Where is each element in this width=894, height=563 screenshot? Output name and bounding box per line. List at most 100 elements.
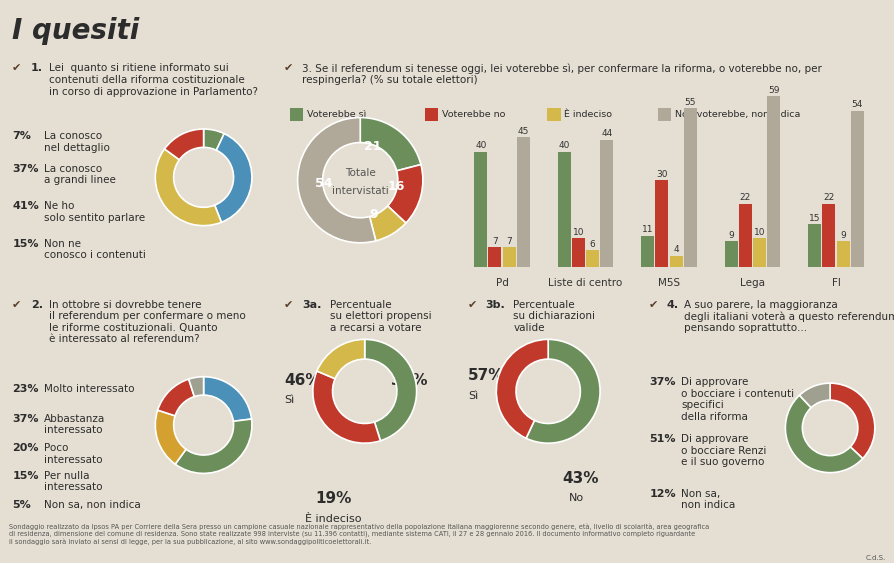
Wedge shape <box>189 377 204 396</box>
Text: 15: 15 <box>808 213 820 222</box>
Text: 37%: 37% <box>391 373 427 387</box>
Text: I quesiti: I quesiti <box>12 17 139 44</box>
Bar <box>600 140 612 267</box>
Wedge shape <box>798 383 830 408</box>
Text: ✔: ✔ <box>13 63 26 73</box>
Text: Totale: Totale <box>344 168 375 178</box>
Text: 40: 40 <box>475 141 486 150</box>
Text: 51%: 51% <box>648 434 675 444</box>
Wedge shape <box>316 339 365 379</box>
Text: 19%: 19% <box>315 491 351 506</box>
Wedge shape <box>359 118 420 171</box>
Text: 54: 54 <box>850 100 862 109</box>
Bar <box>546 108 560 120</box>
Text: 3b.: 3b. <box>485 300 504 310</box>
Bar <box>424 108 437 120</box>
Bar <box>571 239 585 267</box>
Text: 11: 11 <box>641 225 653 234</box>
Wedge shape <box>203 129 224 150</box>
Text: Voterebbe no: Voterebbe no <box>442 110 504 119</box>
Wedge shape <box>313 371 380 443</box>
Text: Percentuale
su dichiarazioni
valide: Percentuale su dichiarazioni valide <box>513 300 595 333</box>
Bar <box>502 247 515 267</box>
Text: 9: 9 <box>369 208 378 221</box>
Bar <box>669 256 682 267</box>
Wedge shape <box>203 377 251 421</box>
Text: Sì: Sì <box>284 395 294 405</box>
Text: ✔: ✔ <box>284 300 298 310</box>
Text: ✔: ✔ <box>648 300 662 310</box>
Bar <box>683 108 696 267</box>
Wedge shape <box>496 339 548 438</box>
Text: ✔: ✔ <box>283 63 297 73</box>
Text: Per nulla
interessato: Per nulla interessato <box>44 471 103 492</box>
Bar <box>752 239 765 267</box>
Text: 20%: 20% <box>13 443 38 453</box>
Text: 7: 7 <box>506 236 511 245</box>
Wedge shape <box>829 383 873 458</box>
Wedge shape <box>164 129 204 160</box>
Bar <box>738 204 751 267</box>
Bar <box>657 108 670 120</box>
Text: 37%: 37% <box>648 377 675 387</box>
Text: 10: 10 <box>753 228 764 237</box>
Text: Non sa,
non indica: Non sa, non indica <box>680 489 735 511</box>
Wedge shape <box>369 206 406 241</box>
Text: È indeciso: È indeciso <box>564 110 611 119</box>
Bar <box>654 181 668 267</box>
Text: 41%: 41% <box>13 201 39 211</box>
Wedge shape <box>387 164 422 223</box>
Wedge shape <box>298 118 375 243</box>
Text: 59: 59 <box>767 86 779 95</box>
Text: Non ne
conosco i contenuti: Non ne conosco i contenuti <box>44 239 146 260</box>
Text: La conosco
nel dettaglio: La conosco nel dettaglio <box>44 131 110 153</box>
Text: M5S: M5S <box>657 278 679 288</box>
Wedge shape <box>364 339 416 441</box>
Text: 22: 22 <box>739 193 750 202</box>
Text: 16: 16 <box>387 180 405 193</box>
Text: 9: 9 <box>839 231 845 240</box>
Text: 3a.: 3a. <box>301 300 321 310</box>
Text: Poco
interessato: Poco interessato <box>44 443 103 465</box>
Text: 4: 4 <box>672 245 679 254</box>
Text: 45: 45 <box>517 127 528 136</box>
Text: In ottobre si dovrebbe tenere
il referendum per confermare o meno
le riforme cos: In ottobre si dovrebbe tenere il referen… <box>49 300 246 345</box>
Text: ✔: ✔ <box>468 300 481 310</box>
Text: La conosco
a grandi linee: La conosco a grandi linee <box>44 164 116 185</box>
Text: 9: 9 <box>728 231 733 240</box>
Bar <box>557 151 570 267</box>
Text: 40: 40 <box>558 141 569 150</box>
Text: 46%: 46% <box>284 373 321 387</box>
Text: ✔: ✔ <box>13 300 26 310</box>
Text: Liste di centro: Liste di centro <box>548 278 622 288</box>
Wedge shape <box>156 149 221 226</box>
Text: 12%: 12% <box>648 489 675 499</box>
Text: 57%: 57% <box>468 368 504 383</box>
Text: Pd: Pd <box>495 278 508 288</box>
Text: Di approvare
o bocciare i contenuti
specifici
della riforma: Di approvare o bocciare i contenuti spec… <box>680 377 794 422</box>
Text: 55: 55 <box>684 97 696 106</box>
Text: 23%: 23% <box>13 384 38 394</box>
Text: 10: 10 <box>572 228 584 237</box>
Text: 22: 22 <box>822 193 833 202</box>
Text: 1.: 1. <box>30 63 43 73</box>
Text: No: No <box>396 395 410 405</box>
Text: FI: FI <box>831 278 839 288</box>
Bar <box>290 108 303 120</box>
Text: 6: 6 <box>589 240 595 249</box>
Bar <box>640 235 654 267</box>
Bar <box>850 111 863 267</box>
Text: 30: 30 <box>655 170 667 179</box>
Wedge shape <box>526 339 599 443</box>
Text: 7: 7 <box>492 236 497 245</box>
Bar <box>836 242 848 267</box>
Text: Lega: Lega <box>739 278 764 288</box>
Text: No: No <box>569 493 584 503</box>
Bar <box>474 151 486 267</box>
Text: 7%: 7% <box>13 131 31 141</box>
Text: 3. Se il referendum si tenesse oggi, lei voterebbe sì, per confermare la riforma: 3. Se il referendum si tenesse oggi, lei… <box>301 63 821 86</box>
Text: intervistati: intervistati <box>332 186 388 196</box>
Bar <box>516 137 529 267</box>
Text: 21: 21 <box>363 140 381 153</box>
Text: Molto interessato: Molto interessato <box>44 384 134 394</box>
